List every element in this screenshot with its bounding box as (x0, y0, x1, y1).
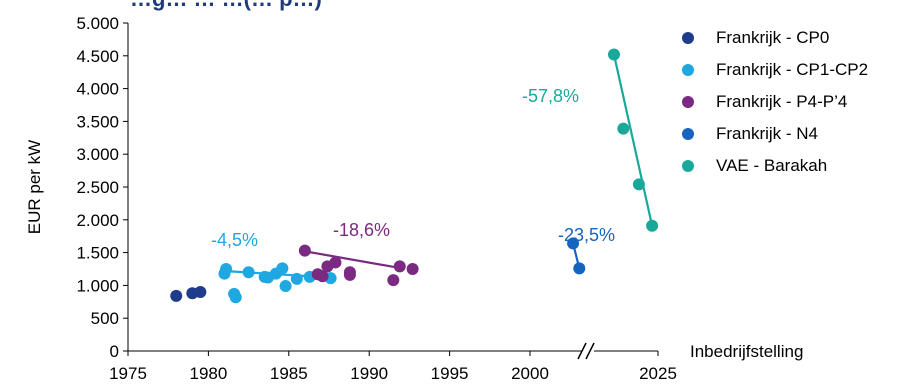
data-point (290, 272, 303, 285)
trend-label: -4,5% (211, 230, 258, 250)
legend-label: Frankrijk - P4-P’4 (716, 92, 848, 111)
y-tick-label: 2.000 (76, 211, 119, 230)
legend-marker (682, 64, 694, 76)
data-point (276, 262, 289, 275)
y-tick-label: 500 (91, 309, 119, 328)
y-tick-label: 2.500 (76, 178, 119, 197)
x-tick-label: 2000 (511, 364, 549, 383)
legend: Frankrijk - CP0 Frankrijk - CP1-CP2 Frankr… (682, 24, 868, 184)
chart-title: …g… … …(… p…) (130, 0, 322, 12)
trend-label: -57,8% (522, 86, 579, 106)
y-tick-label: 3.500 (76, 112, 119, 131)
data-point (573, 262, 586, 275)
x-tick-label: 1990 (350, 364, 388, 383)
axis-break-mark (577, 342, 587, 360)
legend-item: Frankrijk - CP1-CP2 (682, 56, 868, 84)
x-tick-label: 2025 (639, 364, 677, 383)
x-axis-label: Inbedrijfstelling (690, 342, 803, 361)
data-point (607, 48, 620, 61)
trend-label: -23,5% (558, 225, 615, 245)
data-point (229, 291, 242, 304)
legend-item: Frankrijk - CP0 (682, 24, 868, 52)
axis-break-mark (585, 342, 595, 360)
legend-item: Frankrijk - P4-P’4 (682, 88, 868, 116)
legend-marker (682, 32, 694, 44)
trend-line (304, 250, 399, 269)
data-point (220, 263, 233, 275)
data-point (170, 289, 183, 302)
y-tick-label: 4.000 (76, 80, 119, 99)
data-point (194, 285, 207, 298)
data-point (567, 237, 580, 250)
x-tick-label: 1980 (189, 364, 227, 383)
legend-label: VAE - Barakah (716, 156, 828, 175)
data-point (316, 270, 329, 283)
trend-label: -18,6% (333, 220, 390, 240)
y-tick-label: 5.000 (76, 14, 119, 33)
data-point (406, 263, 419, 275)
legend-marker (682, 128, 694, 140)
legend-label: Frankrijk - CP0 (716, 28, 830, 47)
legend-label: Frankrijk - N4 (716, 124, 819, 143)
data-point (393, 260, 406, 273)
legend-marker (682, 96, 694, 108)
data-point (242, 266, 255, 279)
data-point (343, 268, 356, 281)
trend-line (612, 54, 654, 226)
y-tick-label: 4.500 (76, 47, 119, 66)
data-point (646, 219, 659, 232)
data-point (279, 280, 292, 293)
legend-item: VAE - Barakah (682, 152, 868, 180)
y-tick-label: 1.000 (76, 276, 119, 295)
data-point (387, 274, 400, 287)
x-tick-label: 1995 (431, 364, 469, 383)
y-axis-label: EUR per kW (25, 140, 44, 234)
x-tick-label: 1985 (270, 364, 308, 383)
y-tick-label: 0 (110, 342, 119, 361)
y-tick-label: 3.000 (76, 145, 119, 164)
data-point (329, 256, 342, 269)
legend-marker (682, 160, 694, 172)
legend-item: Frankrijk - N4 (682, 120, 868, 148)
x-tick-label: 1975 (109, 364, 147, 383)
data-point (617, 122, 630, 135)
y-tick-label: 1.500 (76, 244, 119, 263)
data-point (632, 178, 645, 191)
legend-label: Frankrijk - CP1-CP2 (716, 60, 869, 79)
data-point (298, 244, 311, 257)
